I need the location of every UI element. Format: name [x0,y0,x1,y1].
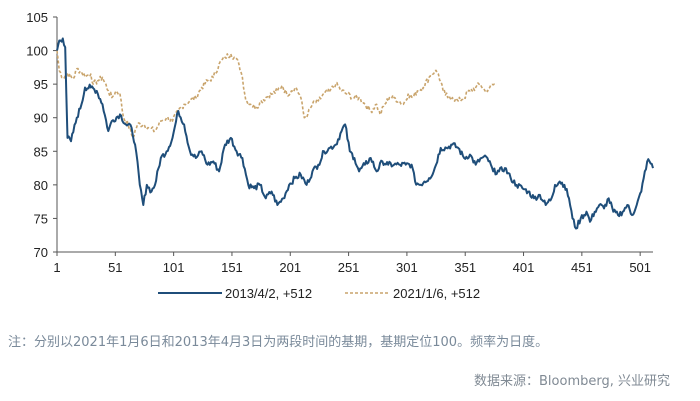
y-tick-label: 95 [34,77,48,92]
x-axis: 1 51 101 151 201 251 301 351 401 451 501 [53,251,653,275]
y-tick-label: 100 [26,44,48,59]
series-line-2021 [56,50,497,139]
series-line-2013 [56,37,654,230]
x-tick-label: 301 [396,260,418,275]
x-tick-label: 351 [454,260,476,275]
x-tick-label: 151 [221,260,243,275]
x-tick-label: 101 [163,260,185,275]
x-tick-label: 501 [629,260,651,275]
x-tick-label: 401 [513,260,535,275]
y-tick-label: 80 [34,178,48,193]
x-tick-label: 451 [571,260,593,275]
legend-label-2013: 2013/4/2, +512 [225,286,312,301]
chart-note: 注：分别以2021年1月6日和2013年4月3日为两段时间的基期，基期定位100… [8,335,549,350]
y-tick-label: 90 [34,111,48,126]
y-tick-label: 70 [34,245,48,260]
data-source: 数据来源：Bloomberg, 兴业研究 [474,374,670,389]
y-axis: 70 75 80 85 90 95 100 105 [26,10,58,260]
series-layer [56,37,654,230]
y-tick-label: 105 [26,10,48,25]
legend-label-2021: 2021/1/6, +512 [393,286,480,301]
x-tick-label: 1 [53,260,60,275]
legend: 2013/4/2, +512 2021/1/6, +512 [158,286,480,301]
y-tick-label: 75 [34,211,48,226]
x-tick-label: 251 [338,260,360,275]
x-tick-label: 51 [108,260,122,275]
x-tick-label: 201 [279,260,301,275]
y-tick-label: 85 [34,144,48,159]
